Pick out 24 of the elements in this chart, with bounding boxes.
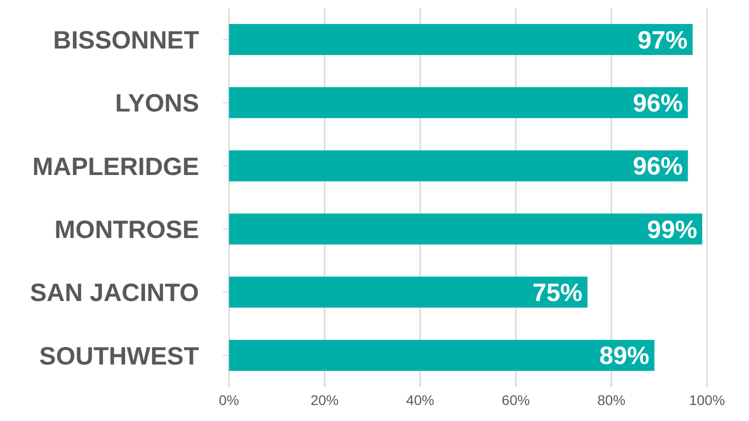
y-tick-label: SOUTHWEST — [39, 342, 199, 370]
bar — [229, 214, 702, 244]
bar — [229, 150, 688, 182]
data-label: 99% — [647, 216, 698, 244]
y-tick-label: MAPLERIDGE — [32, 152, 199, 181]
bar — [229, 340, 654, 371]
data-label: 96% — [632, 152, 683, 181]
bar — [229, 87, 688, 118]
data-label: 75% — [532, 279, 582, 308]
y-tick-label: LYONS — [115, 90, 199, 118]
y-tick-label: SAN JACINTO — [30, 279, 199, 308]
x-tick-label: 80% — [597, 392, 626, 408]
data-label: 96% — [632, 90, 683, 118]
x-tick-label: 60% — [502, 392, 530, 408]
x-tick-label: 40% — [406, 392, 434, 408]
y-tick-label: BISSONNET — [53, 26, 199, 54]
bar — [229, 24, 693, 55]
data-label: 89% — [599, 342, 650, 370]
x-tick-label: 100% — [689, 392, 725, 408]
x-tick-label: 20% — [310, 392, 339, 408]
bar — [229, 276, 588, 308]
data-label: 97% — [638, 26, 688, 54]
x-tick-label: 0% — [218, 392, 240, 408]
y-tick-label: MONTROSE — [54, 216, 199, 244]
